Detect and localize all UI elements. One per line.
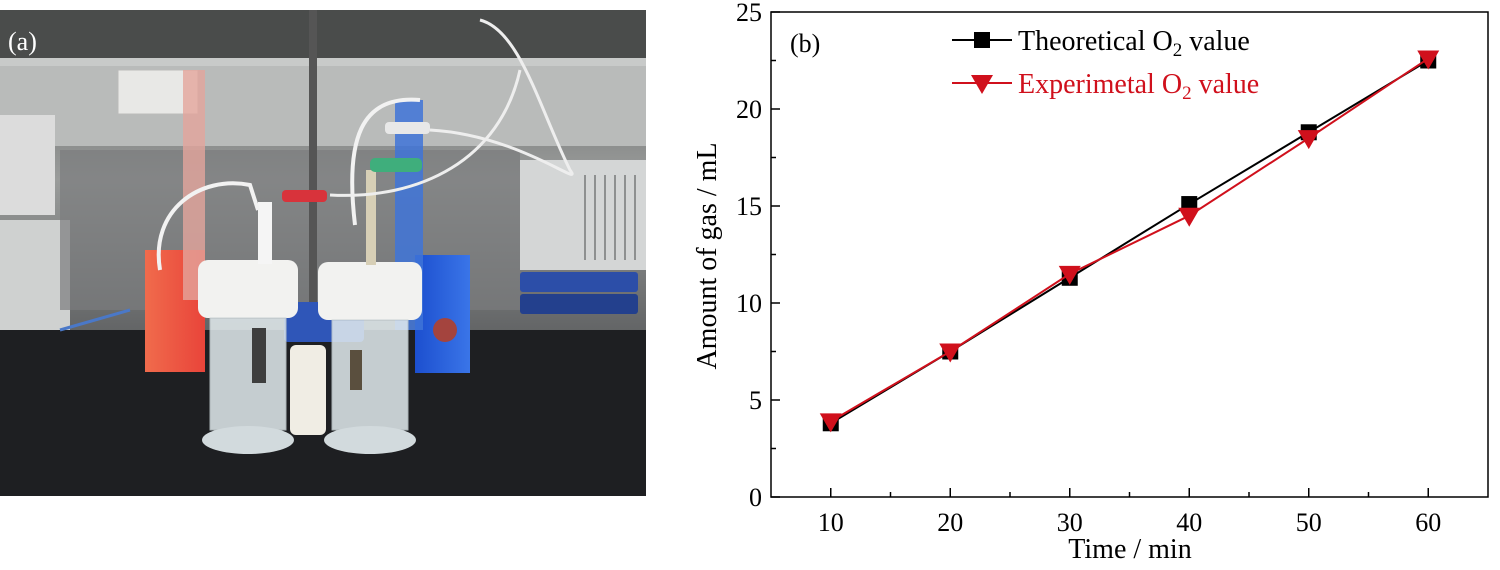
series-2-point xyxy=(1178,207,1201,227)
lab-setup-photo: (a) xyxy=(0,10,646,496)
green-clip xyxy=(370,158,422,172)
chart-panel: 10 20 30 40 50 60 0 5 10 15 20 25 Theoretical O2 val… xyxy=(660,0,1500,565)
right-cell-foot xyxy=(324,426,416,454)
series-2-point xyxy=(1058,265,1081,285)
y-tick-label: 15 xyxy=(736,192,762,221)
stand-rod xyxy=(309,10,317,310)
x-tick-label: 50 xyxy=(1296,508,1322,537)
blue-device-top xyxy=(520,272,638,292)
right-cell-cap xyxy=(318,262,422,320)
legend-marker-1 xyxy=(974,32,990,48)
right-electrode xyxy=(350,350,362,390)
y-tick-label: 5 xyxy=(749,386,762,415)
x-tick-label: 10 xyxy=(818,508,844,537)
y-tick-label: 10 xyxy=(736,289,762,318)
x-tick-label: 20 xyxy=(937,508,963,537)
right-electrode-holder xyxy=(366,170,376,265)
left-cell-foot xyxy=(202,426,294,454)
red-tube xyxy=(183,70,205,300)
left-cell-cap xyxy=(198,260,298,318)
shelf-edge xyxy=(0,58,646,66)
series-2-point xyxy=(1417,50,1440,70)
blue-beaker xyxy=(415,255,470,373)
y-axis-label: Amount of gas / mL xyxy=(692,142,723,369)
instrument-box xyxy=(0,115,55,215)
wire-red xyxy=(329,69,522,197)
series-2-point xyxy=(1297,130,1320,150)
x-tick-label: 60 xyxy=(1415,508,1441,537)
left-electrode-holder xyxy=(258,202,272,264)
plot-frame xyxy=(770,11,1489,498)
grille-device xyxy=(520,160,646,270)
x-tick-label: 40 xyxy=(1176,508,1202,537)
x-tick-label: 30 xyxy=(1057,508,1083,537)
blue-device-bottom xyxy=(520,294,638,314)
panel-a-label: (a) xyxy=(8,27,37,56)
instrument-base xyxy=(0,220,70,335)
grille-lines xyxy=(584,175,636,260)
shelf-top xyxy=(0,10,646,60)
back-wall xyxy=(0,66,646,146)
white-clip xyxy=(385,122,430,134)
left-electrode xyxy=(252,328,266,383)
y-tick-label: 25 xyxy=(736,0,762,27)
wire-white xyxy=(429,18,574,176)
left-tubing xyxy=(156,181,260,271)
right-cell-body xyxy=(331,319,409,431)
legend-marker-2 xyxy=(971,75,993,94)
left-cell-body xyxy=(209,317,287,431)
series-line-2 xyxy=(830,57,1429,423)
line-chart: 10 20 30 40 50 60 0 5 10 15 20 25 Theoretical O2 val… xyxy=(692,0,1489,565)
legend-label-1: Theoretical O2 value xyxy=(1018,26,1250,61)
legend-label-2: Experimetal O2 value xyxy=(1018,69,1259,104)
x-axis-label: Time / min xyxy=(1068,534,1191,565)
y-tick-label: 20 xyxy=(736,95,762,124)
y-tick-label: 0 xyxy=(749,483,762,512)
blue-cable xyxy=(59,308,131,332)
red-valve xyxy=(433,318,457,342)
red-clip xyxy=(282,190,327,202)
cell-clamp xyxy=(290,345,326,435)
panel-b-label: (b) xyxy=(790,29,820,58)
series-2-point xyxy=(939,343,962,363)
series-2-point xyxy=(819,413,842,433)
photo-panel: (a) xyxy=(0,10,646,496)
